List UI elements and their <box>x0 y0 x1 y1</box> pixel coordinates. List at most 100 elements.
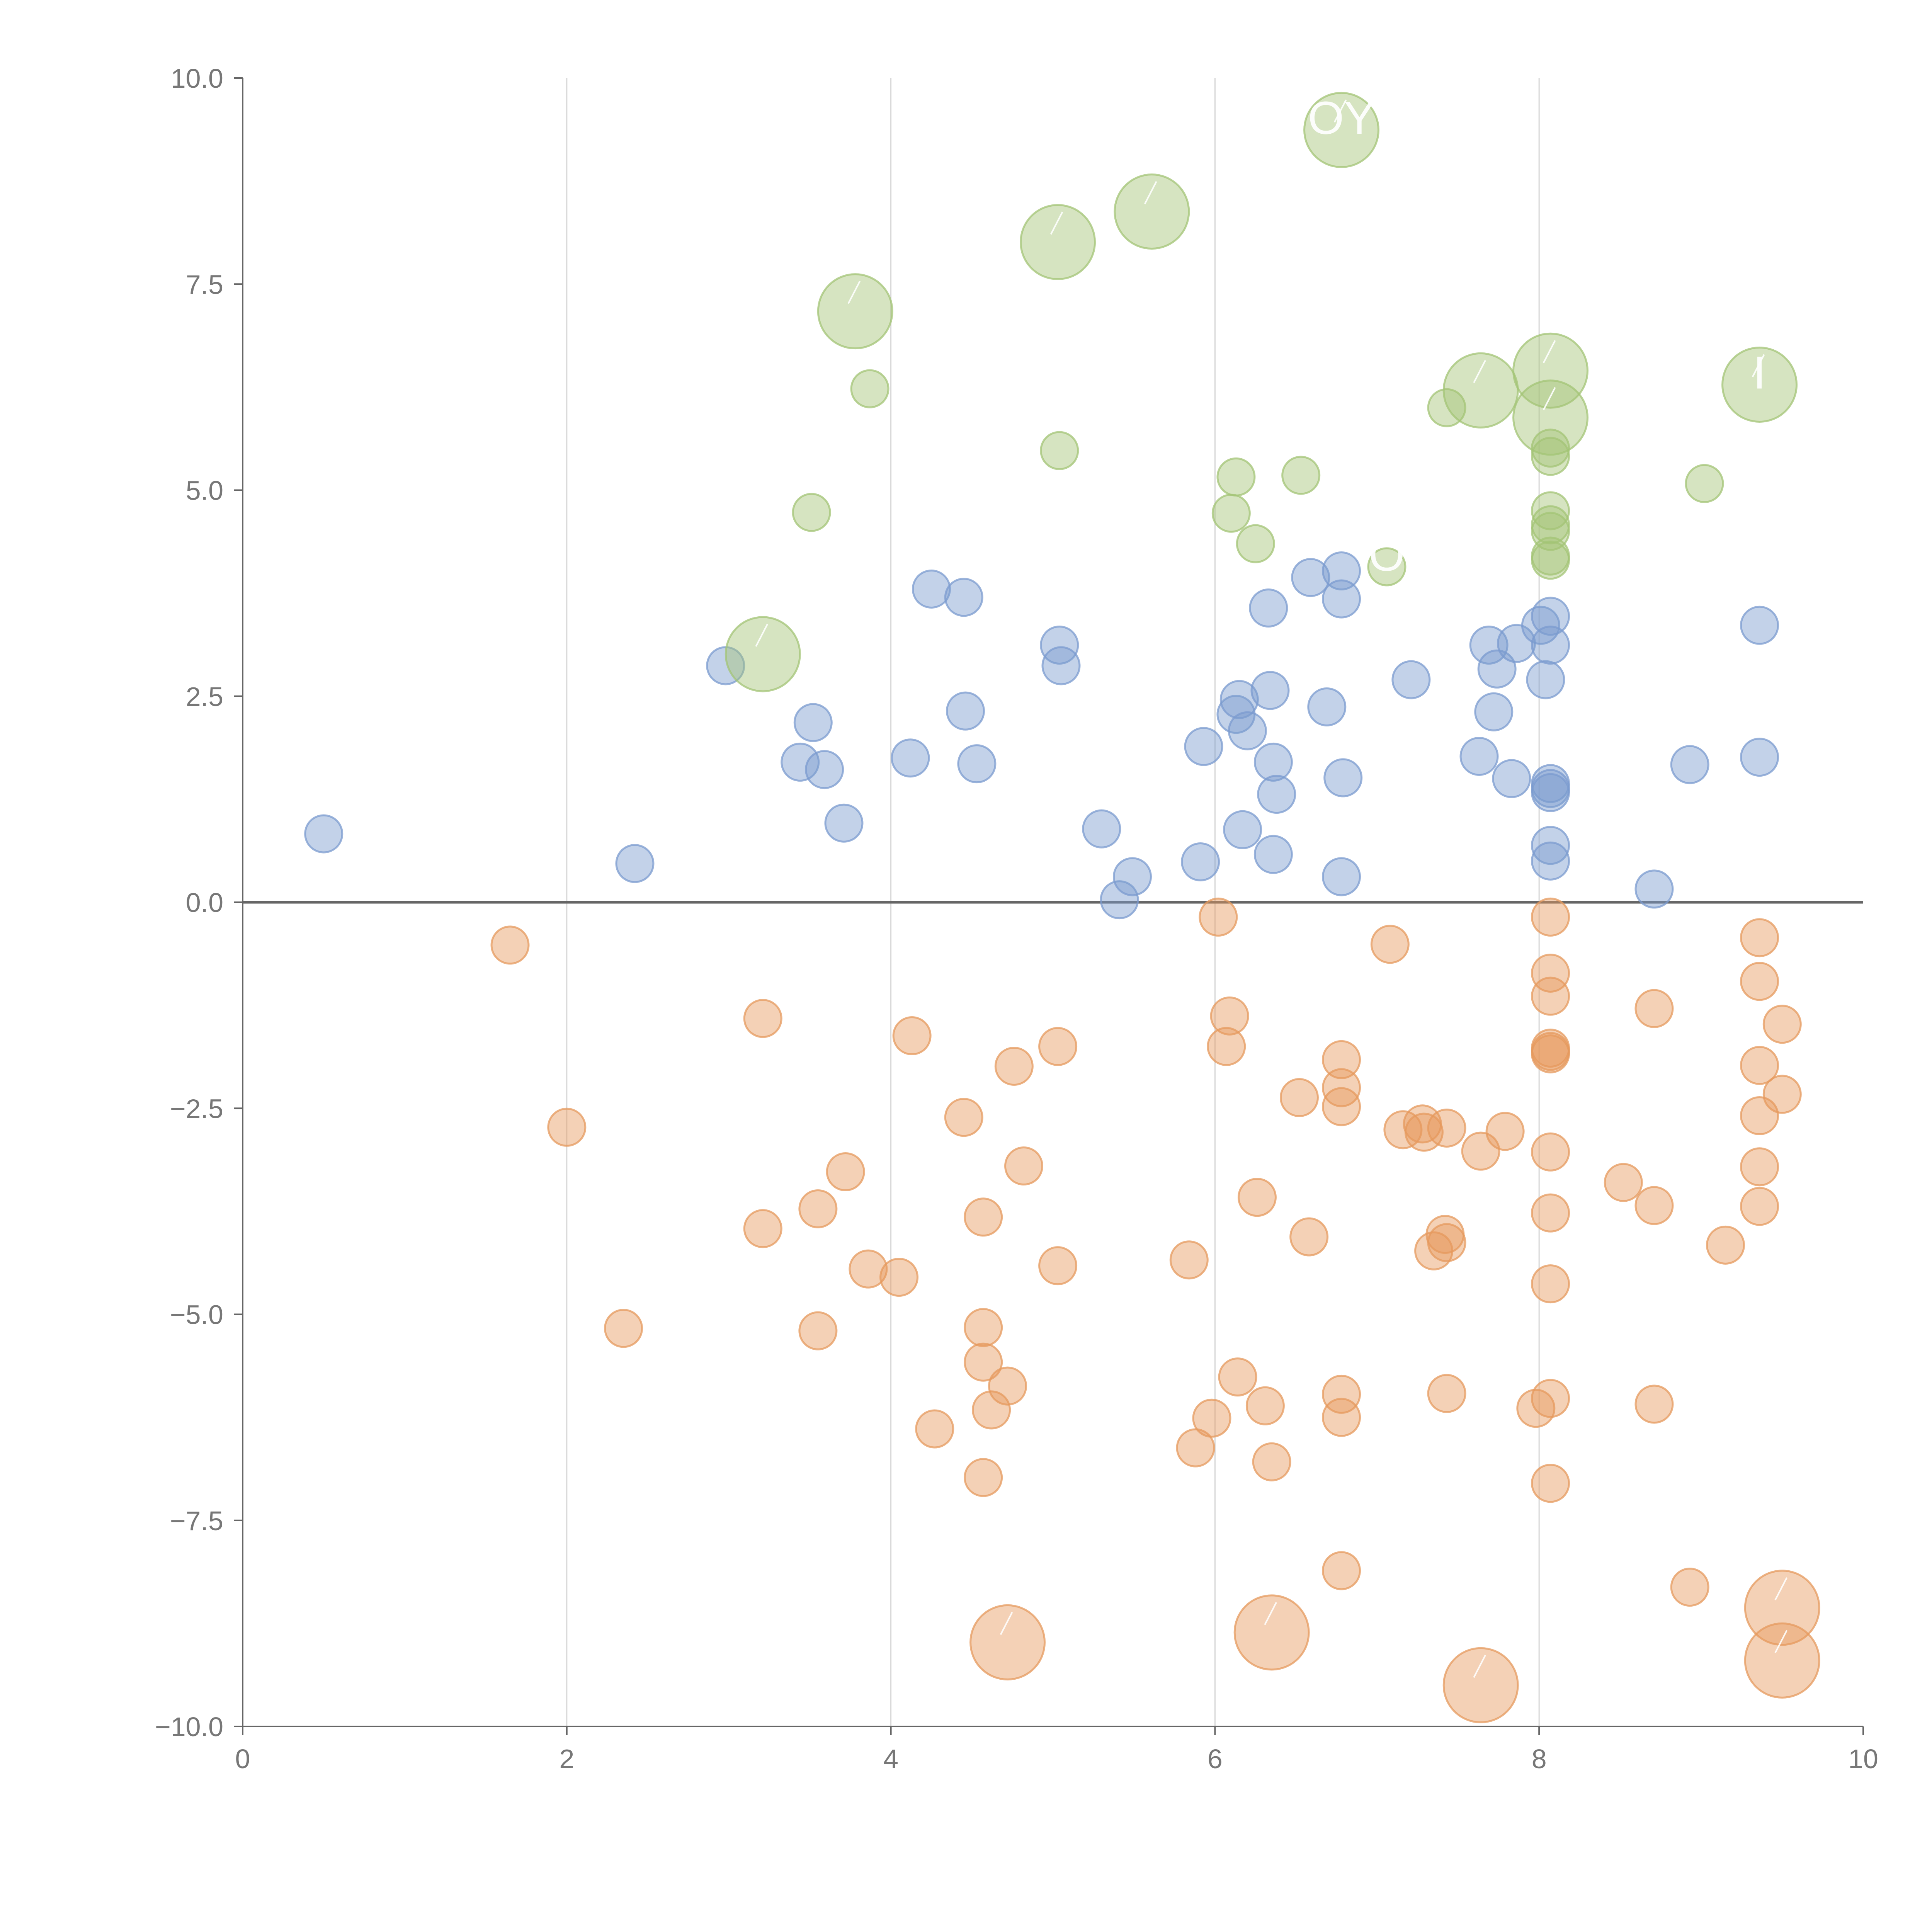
negative-small-point <box>1322 1551 1361 1590</box>
positive-small-point <box>1531 597 1570 636</box>
x-tick-label: 0 <box>235 1744 250 1774</box>
positive-highlight-point <box>1367 547 1406 587</box>
negative-small-point <box>1210 996 1249 1036</box>
positive-small-point <box>1223 810 1262 849</box>
negative-small-point <box>1531 1132 1570 1172</box>
y-tick-label: 10.0 <box>171 63 223 94</box>
positive-small-point <box>1257 775 1296 814</box>
y-tick-label: −5.0 <box>170 1300 223 1330</box>
x-tick-label: 8 <box>1532 1744 1547 1774</box>
bubble-leader-line <box>1774 1577 1788 1600</box>
bubble-leader-line <box>1543 340 1556 364</box>
positive-small-point <box>944 578 983 617</box>
y-tick-label: 0.0 <box>186 888 223 918</box>
positive-small-point <box>1526 660 1565 699</box>
bubble-leader-line <box>1264 1602 1277 1625</box>
negative-small-point <box>1531 1379 1570 1418</box>
negative-small-point <box>849 1249 888 1289</box>
x-tick-label: 4 <box>883 1744 898 1774</box>
negative-small-point <box>743 999 782 1038</box>
negative-small-point <box>1604 1163 1643 1202</box>
negative-small-point <box>1531 1464 1570 1503</box>
bubble-annotations: OY I O <box>1308 92 1766 580</box>
bubble-annotation-label: OY <box>1308 92 1375 144</box>
data-points <box>304 92 1820 1723</box>
negative-large-point <box>1442 1647 1519 1723</box>
positive-small-point <box>1082 809 1121 849</box>
negative-small-point <box>1176 1428 1215 1468</box>
positive-small-point <box>1474 692 1514 731</box>
negative-small-point <box>1670 1568 1709 1607</box>
y-tick-label: −2.5 <box>170 1094 223 1124</box>
positive-small-point <box>1469 626 1509 665</box>
y-tick-label: −10.0 <box>155 1712 223 1742</box>
negative-small-point <box>798 1189 838 1228</box>
negative-small-point <box>1038 1246 1078 1286</box>
negative-small-point <box>1038 1027 1078 1066</box>
negative-small-point <box>1252 1442 1291 1481</box>
negative-small-point <box>915 1409 954 1449</box>
bubble-leader-line <box>1000 1612 1013 1635</box>
bubble-leader-line <box>1333 99 1347 123</box>
negative-small-point <box>1237 1178 1277 1217</box>
positive-large-point <box>1442 352 1519 429</box>
negative-small-point <box>1634 1186 1674 1225</box>
positive-highlight-point <box>1685 464 1724 503</box>
positive-highlight-point <box>1531 437 1570 476</box>
positive-small-point <box>1040 626 1079 665</box>
positive-highlight-point <box>850 369 889 408</box>
y-tick-label: 7.5 <box>186 269 223 299</box>
bubble-leader-line <box>1752 354 1765 378</box>
negative-small-point <box>1004 1146 1044 1186</box>
negative-small-point <box>1740 962 1779 1001</box>
bubble-leader-line <box>847 281 861 304</box>
negative-small-point <box>892 1016 932 1056</box>
negative-small-point <box>1427 1374 1466 1413</box>
positive-small-point <box>1322 551 1361 591</box>
positive-small-point <box>824 803 864 843</box>
negative-small-point <box>1199 897 1238 937</box>
positive-large-point <box>817 273 893 350</box>
negative-small-point <box>1531 897 1570 937</box>
positive-small-point <box>1391 660 1431 699</box>
positive-small-point <box>1250 671 1290 710</box>
negative-small-point <box>1169 1240 1209 1280</box>
negative-small-point <box>1245 1386 1285 1425</box>
negative-small-point <box>1322 1398 1361 1437</box>
positive-small-point <box>1740 738 1779 777</box>
negative-small-point <box>1192 1398 1231 1438</box>
positive-small-point <box>1670 745 1709 784</box>
negative-small-point <box>1706 1225 1745 1265</box>
negative-small-point <box>1218 1357 1257 1397</box>
positive-small-point <box>793 703 833 742</box>
bubble-leader-line <box>1774 1630 1788 1653</box>
negative-small-point <box>743 1209 782 1248</box>
negative-large-point <box>1744 1570 1820 1646</box>
negative-small-point <box>1322 1087 1361 1126</box>
negative-small-point <box>1531 953 1570 993</box>
positive-small-point <box>1307 687 1347 726</box>
negative-small-point <box>964 1197 1003 1237</box>
positive-small-point <box>1459 736 1499 776</box>
positive-small-point <box>615 844 655 883</box>
positive-small-point <box>1228 711 1267 750</box>
positive-small-point <box>1531 626 1570 665</box>
negative-small-point <box>994 1046 1034 1086</box>
negative-small-point <box>1762 1075 1802 1114</box>
positive-small-point <box>912 569 951 609</box>
y-tick-label: −7.5 <box>170 1506 223 1536</box>
positive-small-point <box>1323 758 1363 798</box>
positive-small-point <box>946 691 985 731</box>
positive-large-point <box>1721 346 1798 423</box>
positive-small-point <box>1184 727 1223 766</box>
negative-small-point <box>604 1309 643 1348</box>
negative-small-point <box>798 1311 838 1350</box>
positive-highlight-point <box>792 493 831 532</box>
bubble-leader-line <box>1050 211 1063 235</box>
positive-large-point <box>1020 204 1096 280</box>
positive-small-point <box>805 750 844 789</box>
positive-small-point <box>1249 588 1288 628</box>
y-tick-label: 5.0 <box>186 476 223 506</box>
negative-small-point <box>1740 1187 1779 1226</box>
positive-small-point <box>957 744 997 784</box>
